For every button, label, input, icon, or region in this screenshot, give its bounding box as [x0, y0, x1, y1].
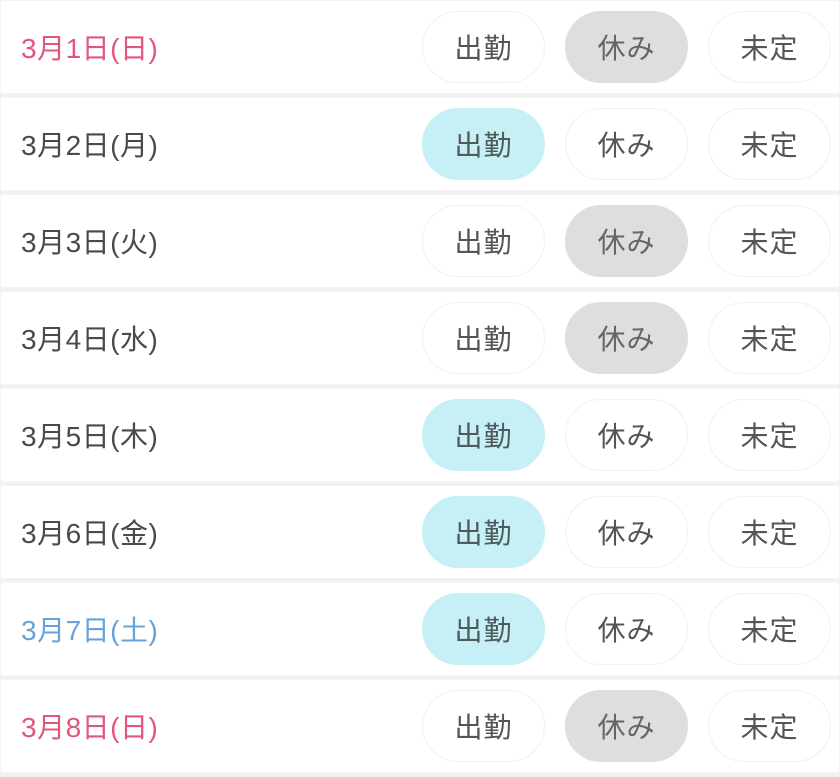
off-button[interactable]: 休み — [565, 108, 688, 180]
shift-options: 出勤 休み 未定 — [422, 399, 831, 471]
shift-options: 出勤 休み 未定 — [422, 11, 831, 83]
shift-options: 出勤 休み 未定 — [422, 108, 831, 180]
undecided-button[interactable]: 未定 — [708, 302, 831, 374]
shift-options: 出勤 休み 未定 — [422, 302, 831, 374]
work-button[interactable]: 出勤 — [422, 205, 545, 277]
off-button[interactable]: 休み — [565, 690, 688, 762]
date-label: 3月4日(水) — [21, 324, 159, 355]
shift-options: 出勤 休み 未定 — [422, 205, 831, 277]
undecided-button[interactable]: 未定 — [708, 593, 831, 665]
date-label: 3月2日(月) — [21, 130, 159, 161]
schedule-row: 3月2日(月) 出勤 休み 未定 — [0, 97, 840, 191]
date-label: 3月5日(木) — [21, 421, 159, 452]
schedule-row: 3月5日(木) 出勤 休み 未定 — [0, 388, 840, 482]
undecided-button[interactable]: 未定 — [708, 205, 831, 277]
schedule-row: 3月1日(日) 出勤 休み 未定 — [0, 0, 840, 94]
work-button[interactable]: 出勤 — [422, 11, 545, 83]
date-label: 3月8日(日) — [21, 712, 159, 743]
off-button[interactable]: 休み — [565, 399, 688, 471]
work-button[interactable]: 出勤 — [422, 399, 545, 471]
work-button[interactable]: 出勤 — [422, 496, 545, 568]
shift-options: 出勤 休み 未定 — [422, 496, 831, 568]
schedule-row: 3月6日(金) 出勤 休み 未定 — [0, 485, 840, 579]
off-button[interactable]: 休み — [565, 302, 688, 374]
shift-options: 出勤 休み 未定 — [422, 690, 831, 762]
undecided-button[interactable]: 未定 — [708, 11, 831, 83]
schedule-row: 3月4日(水) 出勤 休み 未定 — [0, 291, 840, 385]
off-button[interactable]: 休み — [565, 205, 688, 277]
date-label: 3月1日(日) — [21, 33, 159, 64]
work-button[interactable]: 出勤 — [422, 690, 545, 762]
work-button[interactable]: 出勤 — [422, 108, 545, 180]
off-button[interactable]: 休み — [565, 11, 688, 83]
date-label: 3月7日(土) — [21, 615, 159, 646]
schedule-row: 3月3日(火) 出勤 休み 未定 — [0, 194, 840, 288]
schedule-row: 3月7日(土) 出勤 休み 未定 — [0, 582, 840, 676]
undecided-button[interactable]: 未定 — [708, 399, 831, 471]
shift-options: 出勤 休み 未定 — [422, 593, 831, 665]
off-button[interactable]: 休み — [565, 496, 688, 568]
date-label: 3月6日(金) — [21, 518, 159, 549]
work-button[interactable]: 出勤 — [422, 302, 545, 374]
schedule-row: 3月8日(日) 出勤 休み 未定 — [0, 679, 840, 773]
date-label: 3月3日(火) — [21, 227, 159, 258]
off-button[interactable]: 休み — [565, 593, 688, 665]
undecided-button[interactable]: 未定 — [708, 690, 831, 762]
undecided-button[interactable]: 未定 — [708, 108, 831, 180]
undecided-button[interactable]: 未定 — [708, 496, 831, 568]
work-button[interactable]: 出勤 — [422, 593, 545, 665]
